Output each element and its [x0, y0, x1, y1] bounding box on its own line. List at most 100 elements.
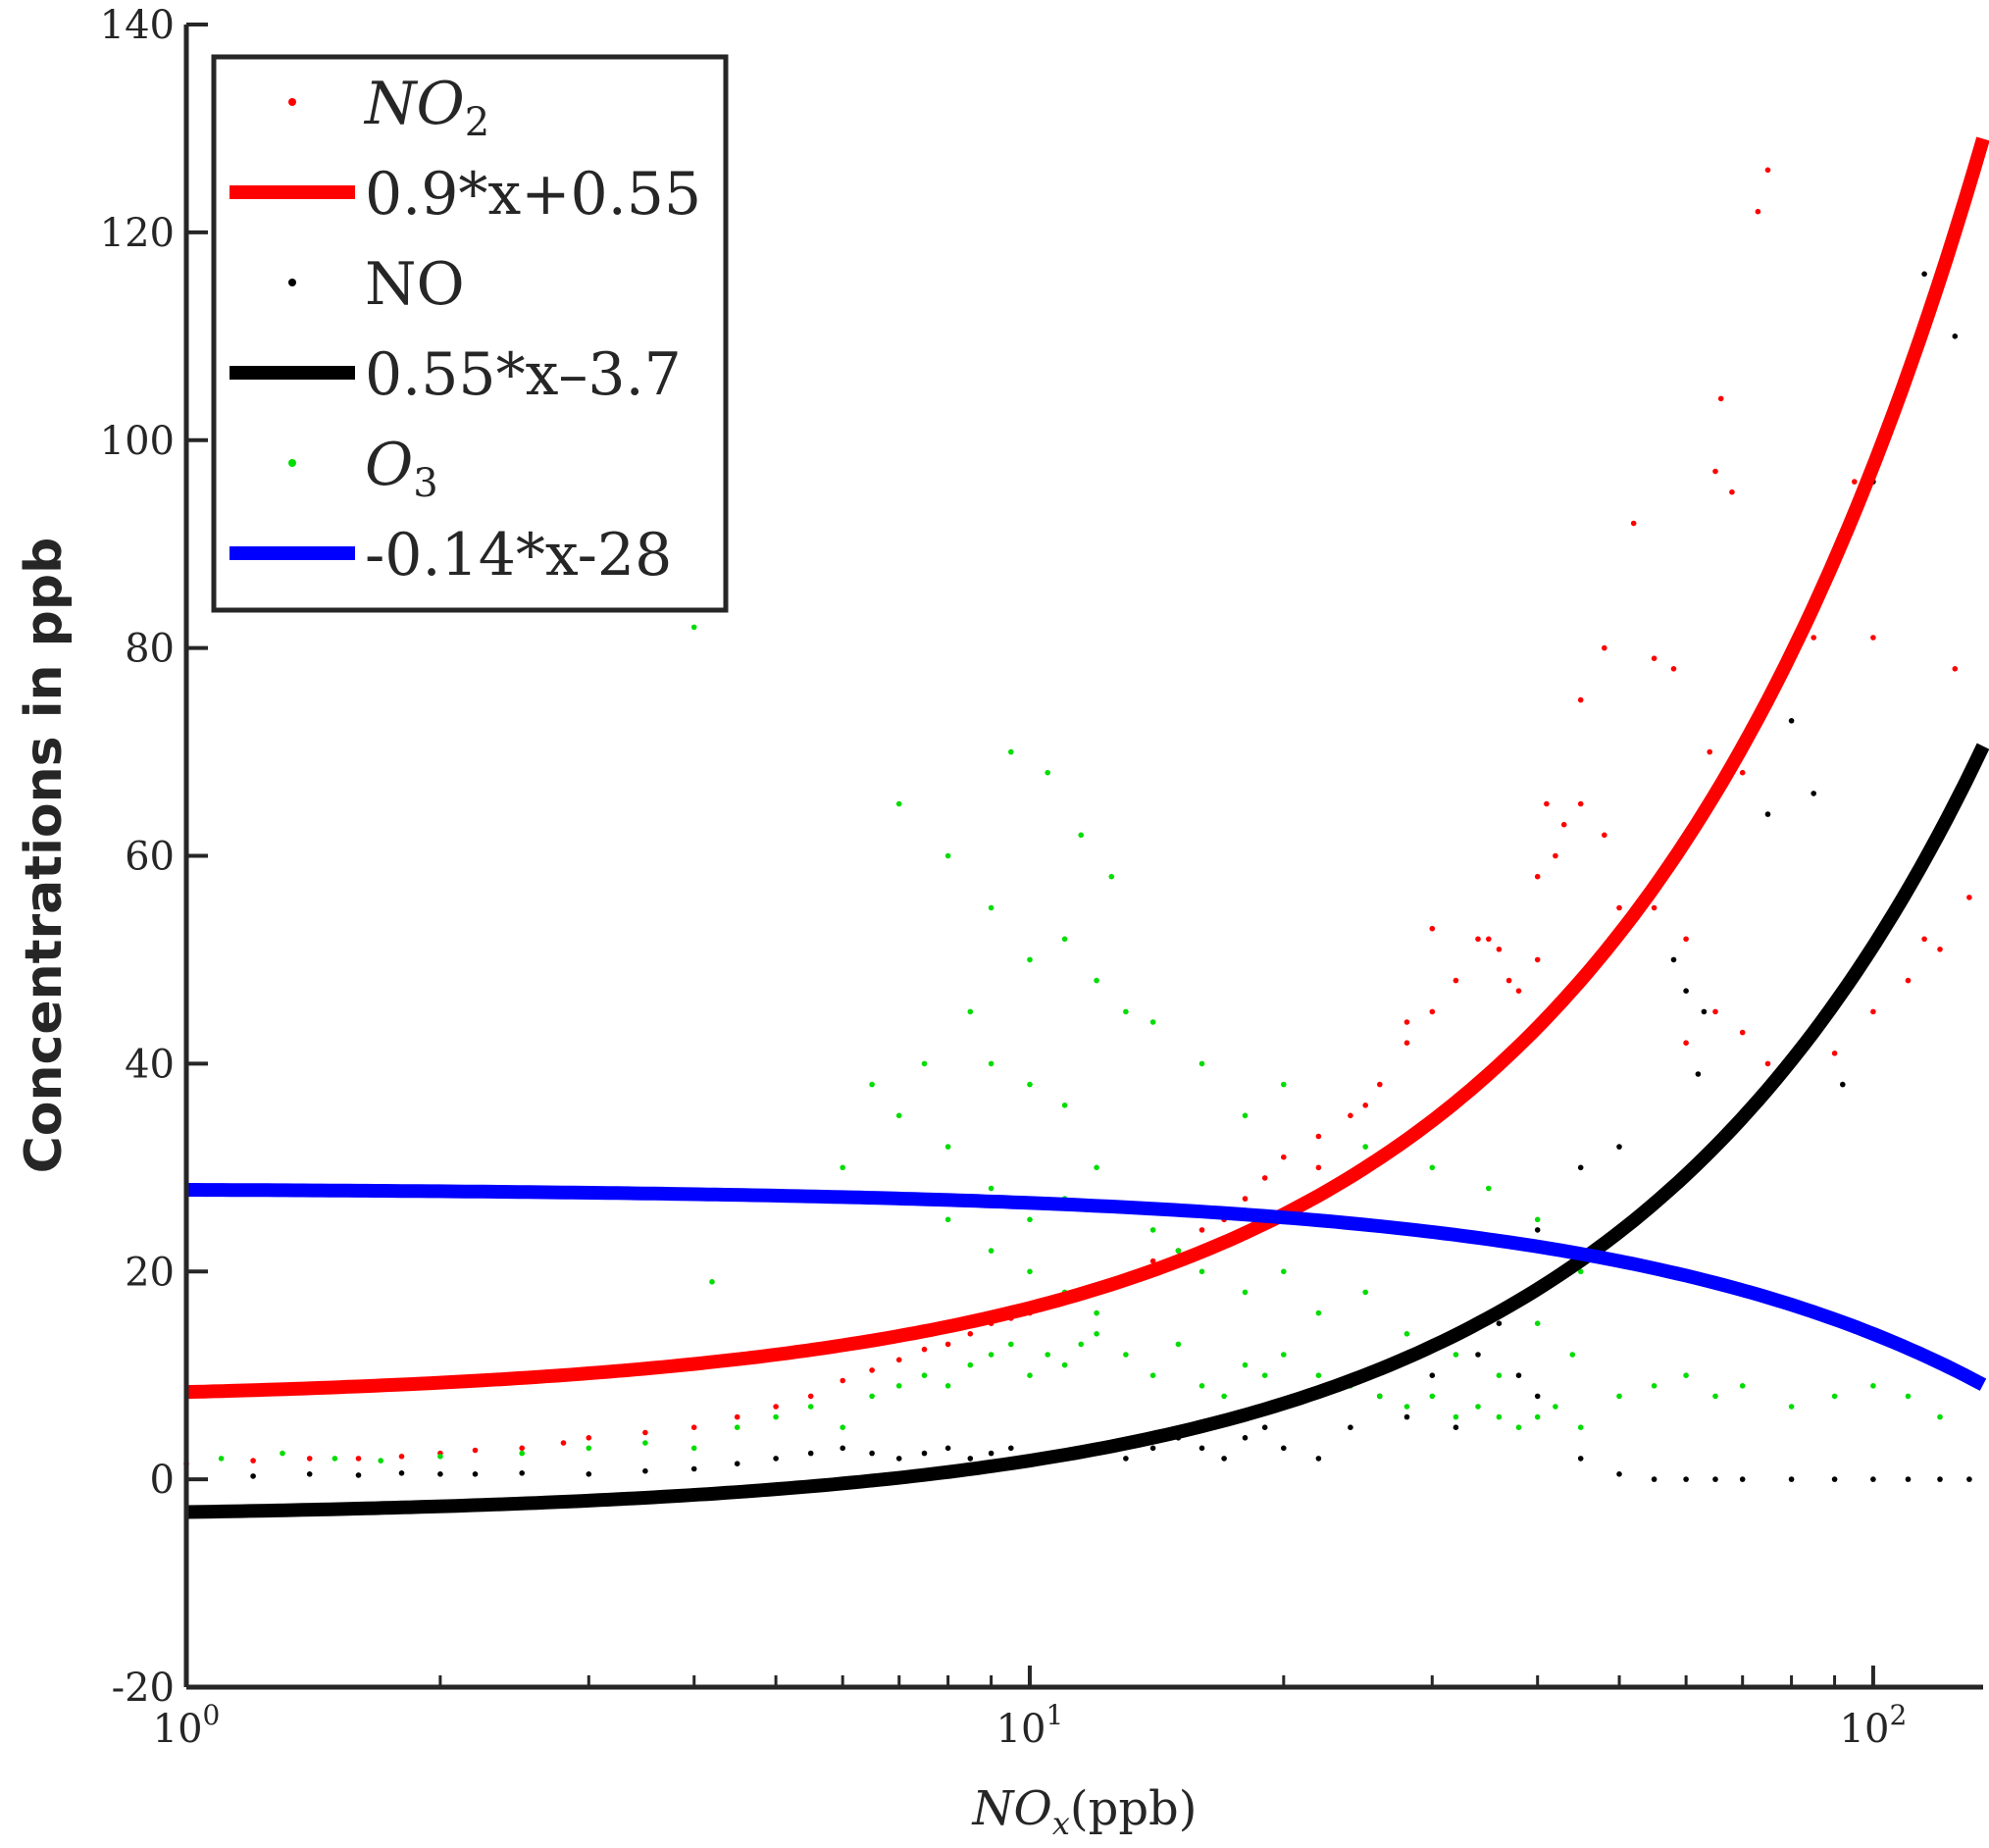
legend-label: NO2: [363, 70, 489, 145]
point-o3: [988, 1248, 994, 1254]
point-no: [1937, 1476, 1943, 1482]
legend: NO2 0.9*x+0.55 NO 0.55*x–3.7 O3 -0.14*x-28: [211, 54, 729, 613]
y-tick-label: 20: [125, 1250, 175, 1295]
point-no: [869, 1450, 875, 1457]
point-no: [1577, 1164, 1584, 1171]
point-no2: [1475, 936, 1481, 943]
point-o3: [1712, 1393, 1718, 1400]
point-o3: [1403, 1331, 1410, 1337]
point-o3: [1078, 832, 1084, 839]
point-no2: [1831, 1051, 1838, 1056]
fit-line: [186, 1183, 1987, 1391]
point-no: [1348, 1424, 1353, 1430]
point-no: [1683, 1476, 1689, 1482]
point-no2: [355, 1456, 362, 1462]
point-o3: [1027, 956, 1033, 963]
point-o3: [988, 1060, 994, 1067]
point-no: [1616, 1471, 1622, 1477]
legend-label: -0.14*x-28: [365, 521, 672, 590]
point-o3: [869, 1081, 875, 1088]
point-no: [690, 1465, 697, 1472]
point-no2: [1315, 1133, 1322, 1140]
point-o3: [988, 1185, 994, 1192]
point-o3: [1149, 1372, 1156, 1378]
point-o3: [1577, 1424, 1584, 1430]
point-no2: [1764, 1060, 1771, 1067]
point-no: [1870, 1476, 1876, 1482]
point-o3: [1515, 1424, 1522, 1430]
point-o3: [437, 1454, 443, 1460]
point-no: [921, 1450, 928, 1457]
point-no: [967, 1456, 974, 1462]
point-o3: [944, 1383, 951, 1389]
point-o3: [218, 1456, 225, 1462]
legend-marker: [288, 279, 296, 286]
point-no2: [1937, 947, 1943, 952]
point-o3: [1149, 1019, 1156, 1025]
point-no: [1695, 1071, 1702, 1077]
point-no2: [1486, 936, 1492, 943]
point-o3: [1027, 1268, 1033, 1275]
point-o3: [1553, 1404, 1558, 1410]
point-no: [1403, 1413, 1410, 1420]
point-no2: [840, 1377, 845, 1384]
legend-label: O3: [365, 431, 438, 506]
point-no: [1515, 1372, 1522, 1378]
legend-label: 0.55*x–3.7: [365, 340, 682, 409]
point-o3: [1831, 1393, 1838, 1400]
point-no2: [250, 1458, 256, 1463]
fit-line: [185, 136, 1989, 1400]
point-o3: [1027, 1081, 1033, 1088]
point-o3: [1094, 977, 1099, 984]
point-no: [1788, 1476, 1795, 1482]
point-o3: [1739, 1383, 1746, 1389]
point-no2: [1198, 1227, 1205, 1233]
point-o3: [1534, 1216, 1541, 1223]
point-o3: [709, 1279, 715, 1285]
point-o3: [1045, 1352, 1050, 1358]
x-tick-label: 100: [153, 1699, 221, 1752]
y-tick-label: 100: [100, 419, 175, 464]
point-o3: [1149, 1227, 1156, 1233]
point-o3: [1045, 769, 1050, 776]
point-no: [1905, 1476, 1912, 1482]
point-o3: [1534, 1413, 1541, 1420]
point-no: [840, 1445, 845, 1452]
point-o3: [1175, 1248, 1182, 1254]
point-no: [1453, 1424, 1459, 1430]
point-o3: [1175, 1341, 1182, 1348]
point-no2: [1261, 1175, 1268, 1181]
point-o3: [1242, 1361, 1249, 1368]
point-o3: [690, 624, 697, 631]
point-o3: [944, 1216, 951, 1223]
point-o3: [1651, 1383, 1658, 1389]
y-tick-label: 60: [125, 835, 175, 880]
scatter-points: [183, 167, 1972, 1482]
point-no2: [1810, 635, 1816, 641]
point-no: [519, 1470, 525, 1476]
point-no2: [1712, 468, 1718, 475]
point-o3: [1061, 1103, 1068, 1108]
point-o3: [1788, 1404, 1795, 1410]
point-o3: [1486, 1185, 1492, 1192]
x-tick-label: 102: [1840, 1699, 1908, 1752]
point-o3: [895, 800, 902, 807]
point-no: [1683, 988, 1689, 994]
x-tick-label: 101: [996, 1699, 1064, 1752]
point-no: [1810, 791, 1816, 796]
point-o3: [1362, 1144, 1368, 1150]
point-no: [398, 1470, 405, 1476]
point-no: [1577, 1456, 1584, 1462]
point-no: [1008, 1445, 1014, 1452]
point-o3: [1061, 936, 1068, 943]
y-tick-label: 80: [125, 627, 175, 672]
point-no2: [1616, 904, 1622, 911]
point-o3: [1362, 1289, 1368, 1296]
point-no2: [944, 1341, 951, 1348]
point-no: [1952, 334, 1959, 339]
point-o3: [1242, 1112, 1249, 1119]
legend-label: NO: [365, 250, 465, 319]
point-o3: [378, 1458, 384, 1463]
point-o3: [1198, 1060, 1205, 1067]
point-no: [895, 1456, 902, 1462]
